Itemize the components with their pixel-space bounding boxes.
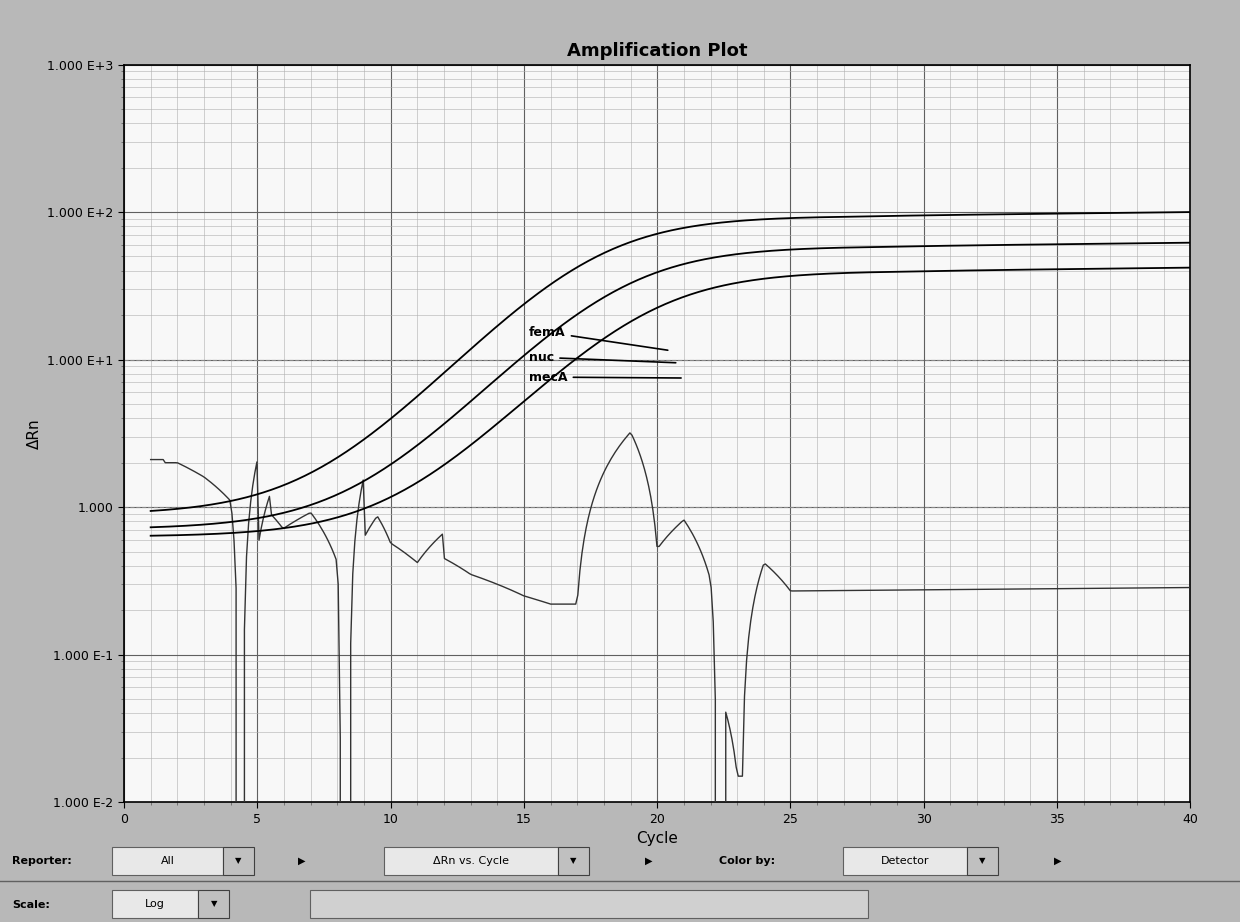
Y-axis label: ΔRn: ΔRn <box>27 418 42 449</box>
Bar <box>967 846 998 875</box>
Bar <box>223 846 254 875</box>
Bar <box>310 890 868 918</box>
Text: femA: femA <box>529 325 668 350</box>
Title: Amplification Plot: Amplification Plot <box>567 42 748 60</box>
Text: ▶: ▶ <box>1054 856 1061 866</box>
X-axis label: Cycle: Cycle <box>636 831 678 846</box>
Text: ▶: ▶ <box>645 856 652 866</box>
Text: Reporter:: Reporter: <box>12 856 72 866</box>
Text: ▶: ▶ <box>298 856 305 866</box>
Text: nuc: nuc <box>529 351 676 364</box>
Bar <box>843 846 967 875</box>
Text: mecA: mecA <box>529 371 681 384</box>
Bar <box>112 846 223 875</box>
Text: ▼: ▼ <box>211 900 217 908</box>
Text: All: All <box>160 856 175 866</box>
Text: Color by:: Color by: <box>719 856 775 866</box>
Text: Scale:: Scale: <box>12 900 51 910</box>
Text: Detector: Detector <box>880 856 930 866</box>
Bar <box>384 846 558 875</box>
Bar <box>112 890 198 918</box>
Text: ▼: ▼ <box>570 857 577 866</box>
Text: ΔRn vs. Cycle: ΔRn vs. Cycle <box>433 856 510 866</box>
Bar <box>198 890 229 918</box>
Text: ▼: ▼ <box>236 857 242 866</box>
Text: Log: Log <box>145 899 165 909</box>
Text: ▼: ▼ <box>980 857 986 866</box>
Bar <box>558 846 589 875</box>
